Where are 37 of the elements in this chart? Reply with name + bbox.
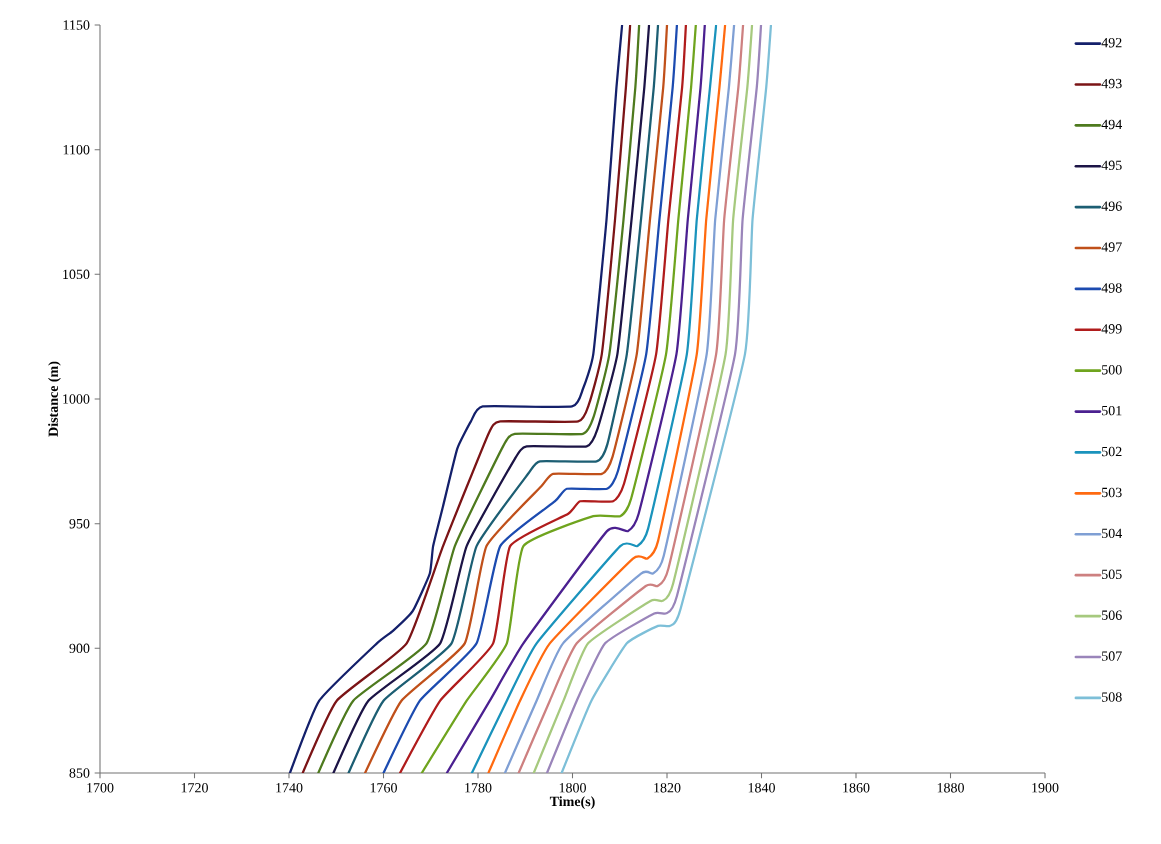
legend-label: 503 (1102, 487, 1122, 498)
y-tick-label: 900 (69, 643, 90, 654)
legend-label: 497 (1101, 242, 1122, 252)
legend-label: 504 (1102, 528, 1123, 539)
x-tick-label: 1880 (937, 783, 964, 793)
legend-label: 499 (1101, 324, 1122, 334)
legend-label: 507 (1102, 651, 1122, 661)
legend-label: 498 (1101, 283, 1122, 293)
legend-label: 500 (1102, 364, 1122, 375)
legend-label: 501 (1102, 405, 1122, 416)
x-tick-label: 1820 (654, 783, 681, 793)
y-tick-label: 1150 (63, 20, 90, 30)
legend-label: 494 (1101, 119, 1123, 130)
x-axis-title: Time(s) (549, 796, 595, 809)
legend-label: 493 (1101, 78, 1122, 89)
legend-label: 505 (1102, 569, 1122, 579)
legend-label: 496 (1101, 201, 1122, 211)
x-tick-label: 1700 (87, 783, 114, 793)
legend-label: 492 (1101, 37, 1122, 48)
y-tick-label: 950 (69, 518, 90, 529)
y-tick-label: 850 (69, 768, 90, 778)
x-tick-label: 1740 (276, 783, 303, 793)
y-axis-title: Distance (m) (48, 361, 61, 437)
x-tick-label: 1720 (181, 783, 208, 793)
legend-label: 506 (1102, 610, 1122, 620)
x-tick-label: 1780 (465, 783, 492, 793)
legend-label: 495 (1101, 160, 1122, 171)
y-tick-label: 1100 (63, 144, 90, 155)
x-tick-label: 1840 (748, 783, 775, 793)
legend-label: 502 (1102, 446, 1122, 457)
x-tick-label: 1800 (559, 783, 586, 793)
legend-label: 508 (1102, 692, 1122, 702)
y-tick-label: 1050 (63, 269, 90, 280)
y-tick-label: 1000 (63, 394, 90, 404)
x-tick-label: 1860 (843, 783, 870, 793)
x-tick-label: 1760 (370, 783, 397, 793)
x-tick-label: 1900 (1032, 783, 1059, 793)
